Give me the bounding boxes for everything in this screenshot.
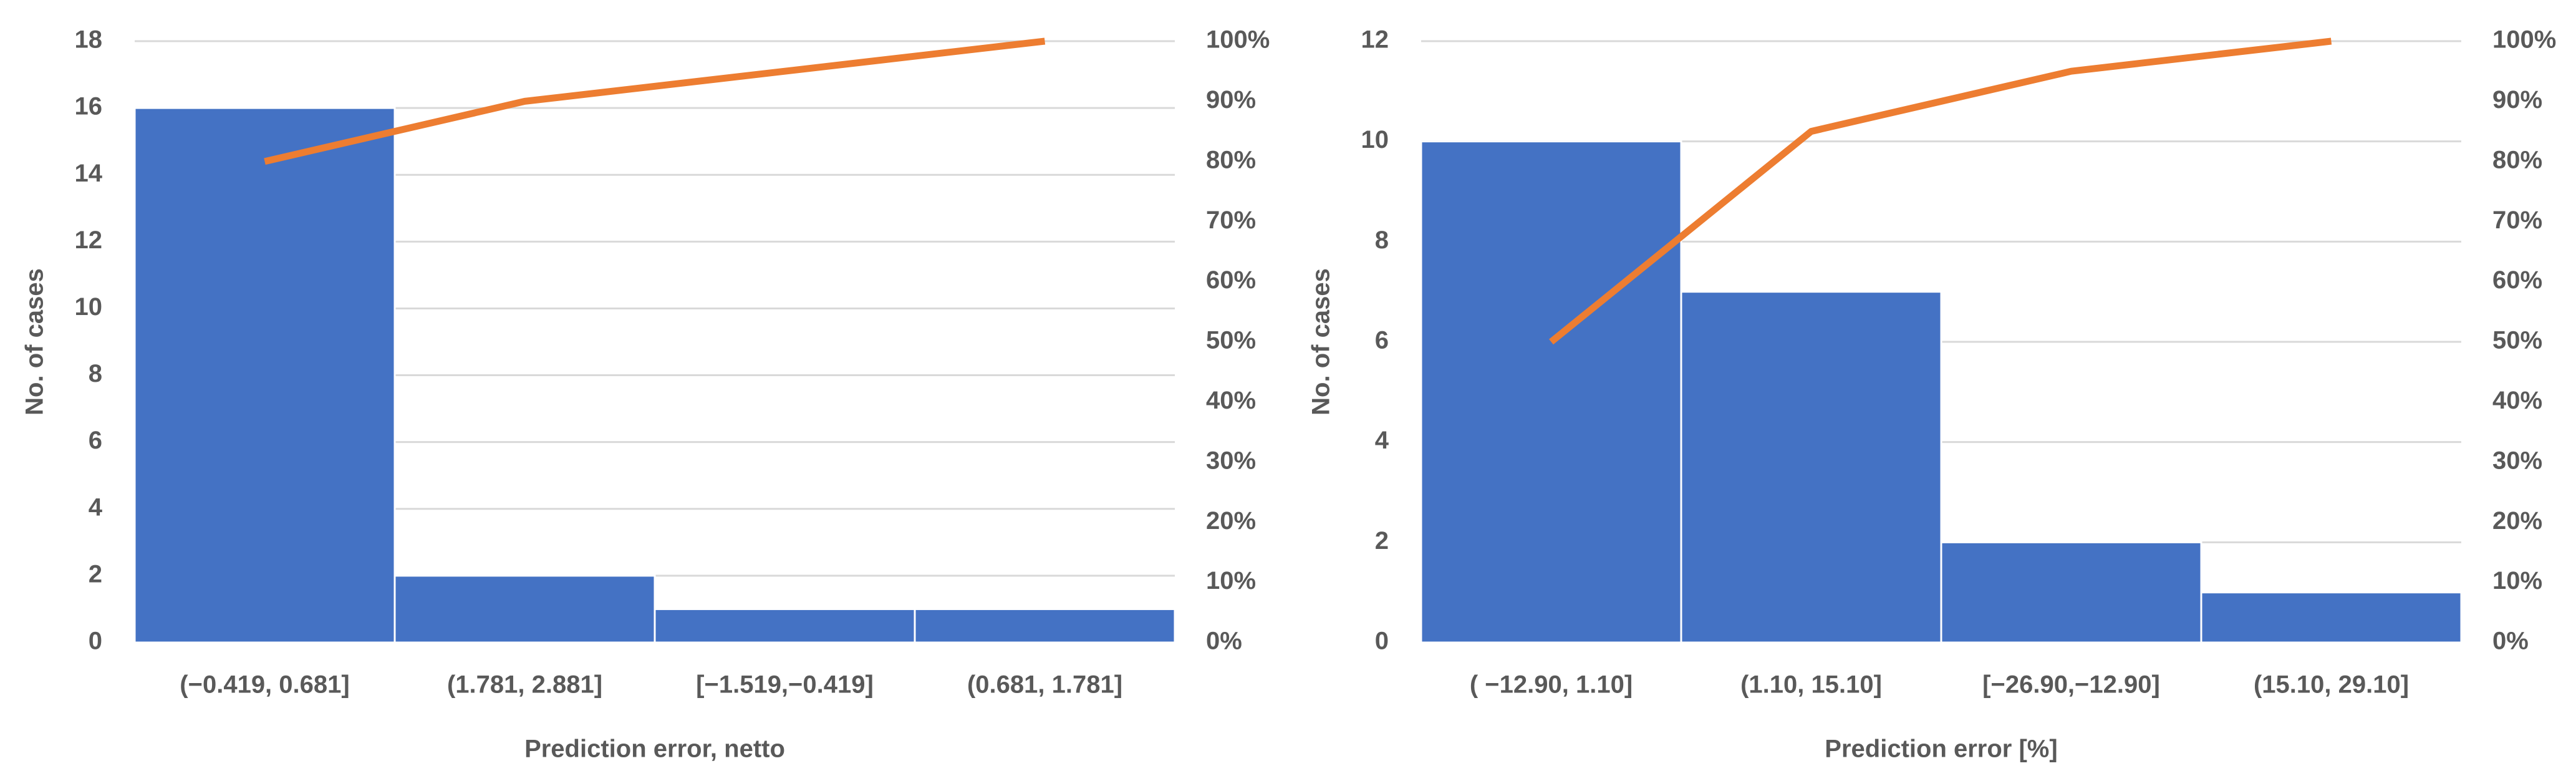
y-axis-title: No. of cases — [1308, 268, 1335, 415]
y-tick-label: 2 — [1375, 527, 1389, 555]
bar — [1940, 541, 2202, 644]
y2-tick-label: 40% — [2492, 387, 2542, 414]
y-tick-label: 16 — [75, 93, 103, 120]
y-tick-label: 2 — [89, 560, 102, 588]
bar — [654, 608, 916, 644]
x-axis-title: Prediction error [%] — [1825, 735, 2057, 763]
x-tick-label: (0.681, 1.781] — [967, 671, 1122, 699]
y2-tick-label: 30% — [1206, 447, 1256, 474]
y2-tick-label: 70% — [2492, 206, 2542, 234]
x-tick-label: [−1.519,−0.419] — [696, 671, 874, 699]
y2-tick-label: 50% — [1206, 327, 1256, 354]
y2-tick-label: 60% — [1206, 266, 1256, 294]
bar — [1420, 140, 1682, 644]
y2-tick-label: 50% — [2492, 327, 2542, 354]
y2-tick-label: 80% — [1206, 146, 1256, 173]
bar — [133, 107, 396, 644]
y2-tick-label: 0% — [1206, 628, 1242, 655]
y-tick-label: 6 — [89, 427, 102, 454]
bar — [2200, 591, 2463, 644]
y2-tick-label: 30% — [2492, 447, 2542, 474]
y2-tick-label: 20% — [1206, 507, 1256, 535]
y2-tick-label: 20% — [2492, 507, 2542, 535]
y-tick-label: 14 — [75, 160, 103, 187]
y-tick-label: 12 — [1361, 26, 1389, 54]
bar — [393, 575, 656, 644]
y-tick-label: 8 — [89, 360, 102, 387]
cumulative-line — [264, 37, 1046, 165]
y2-tick-label: 90% — [1206, 86, 1256, 114]
y-axis-title: No. of cases — [21, 268, 49, 415]
y-tick-label: 10 — [75, 293, 103, 321]
y2-tick-label: 100% — [1206, 26, 1270, 54]
y2-tick-label: 100% — [2492, 26, 2556, 54]
y2-tick-label: 40% — [1206, 387, 1256, 414]
y-tick-label: 10 — [1361, 126, 1389, 153]
bar — [1680, 291, 1942, 644]
y2-tick-label: 10% — [2492, 567, 2542, 594]
y2-tick-label: 10% — [1206, 567, 1256, 594]
y2-tick-label: 70% — [1206, 206, 1256, 234]
x-tick-label: [−26.90,−12.90] — [1982, 671, 2160, 699]
x-tick-label: (1.10, 15.10] — [1740, 671, 1882, 699]
x-tick-label: (1.781, 2.881] — [447, 671, 602, 699]
y2-tick-label: 90% — [2492, 86, 2542, 114]
x-tick-label: (15.10, 29.10] — [2254, 671, 2409, 699]
y-tick-label: 4 — [1375, 427, 1389, 454]
y-tick-label: 4 — [89, 493, 103, 521]
bar — [914, 608, 1176, 644]
y-tick-label: 8 — [1375, 226, 1389, 254]
y-tick-label: 12 — [75, 226, 103, 254]
y-tick-label: 18 — [75, 26, 103, 54]
x-axis-title: Prediction error, netto — [524, 735, 785, 763]
y-tick-label: 0 — [89, 628, 102, 655]
y-tick-label: 6 — [1375, 327, 1389, 354]
cumulative-line — [1549, 37, 2332, 345]
y2-tick-label: 60% — [2492, 266, 2542, 294]
x-tick-label: (−0.419, 0.681] — [180, 671, 349, 699]
y2-tick-label: 0% — [2492, 628, 2529, 655]
y-tick-label: 0 — [1375, 628, 1389, 655]
y2-tick-label: 80% — [2492, 146, 2542, 173]
x-tick-label: ( −12.90, 1.10] — [1470, 671, 1633, 699]
